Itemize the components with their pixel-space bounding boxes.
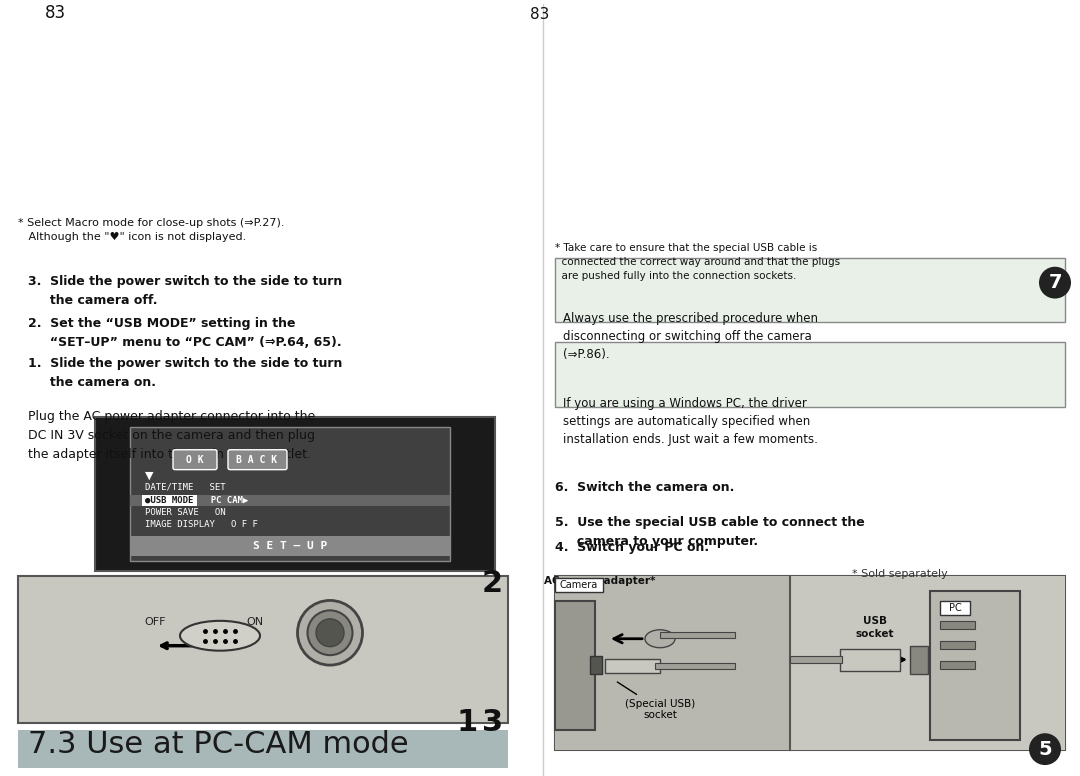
Text: * Sold separately: * Sold separately bbox=[852, 569, 948, 579]
Bar bbox=[930, 591, 1020, 740]
FancyBboxPatch shape bbox=[555, 258, 1065, 323]
Text: ON: ON bbox=[246, 617, 264, 627]
Bar bbox=[940, 641, 975, 649]
Bar bbox=[789, 656, 842, 663]
Bar bbox=[555, 578, 603, 592]
Bar bbox=[940, 621, 975, 629]
Text: 6.  Switch the camera on.: 6. Switch the camera on. bbox=[555, 480, 734, 494]
Text: 2: 2 bbox=[482, 569, 503, 598]
Bar bbox=[590, 656, 602, 674]
Text: 83: 83 bbox=[530, 7, 550, 22]
Text: 1: 1 bbox=[457, 708, 478, 737]
Circle shape bbox=[1039, 267, 1071, 299]
Text: 83: 83 bbox=[44, 4, 66, 22]
Text: IMAGE DISPLAY   O F F: IMAGE DISPLAY O F F bbox=[145, 520, 258, 529]
Bar bbox=[141, 494, 197, 507]
Bar bbox=[555, 601, 595, 730]
Text: PC CAM▶: PC CAM▶ bbox=[200, 496, 248, 505]
Bar bbox=[605, 659, 660, 673]
Text: DATE/TIME   SET: DATE/TIME SET bbox=[145, 482, 226, 491]
Text: ●USB MODE: ●USB MODE bbox=[145, 496, 193, 505]
Bar bbox=[18, 576, 508, 723]
Text: O K: O K bbox=[186, 455, 204, 465]
Text: 7.3 Use at PC-CAM mode: 7.3 Use at PC-CAM mode bbox=[28, 729, 408, 759]
Bar bbox=[910, 646, 928, 674]
Text: 5.  Use the special USB cable to connect the
     camera to your computer.: 5. Use the special USB cable to connect … bbox=[555, 516, 865, 549]
Ellipse shape bbox=[308, 611, 352, 655]
Bar bbox=[130, 494, 450, 507]
Text: 5: 5 bbox=[1038, 740, 1052, 759]
Text: ▼: ▼ bbox=[145, 470, 153, 480]
Ellipse shape bbox=[645, 630, 675, 648]
Text: * Take care to ensure that the special USB cable is
  connected the correct way : * Take care to ensure that the special U… bbox=[555, 243, 840, 281]
Bar bbox=[789, 576, 1065, 750]
Ellipse shape bbox=[180, 621, 260, 650]
Text: AC power adapter*: AC power adapter* bbox=[544, 576, 656, 586]
Text: USB
socket: USB socket bbox=[855, 616, 894, 639]
Text: Plug the AC power adapter connector into the
DC IN 3V socket on the camera and t: Plug the AC power adapter connector into… bbox=[28, 410, 315, 461]
Text: * Select Macro mode for close-up shots (⇒P.27).
   Although the "♥" icon is not : * Select Macro mode for close-up shots (… bbox=[18, 218, 284, 242]
Bar bbox=[654, 663, 735, 669]
FancyBboxPatch shape bbox=[173, 450, 217, 469]
Text: OFF: OFF bbox=[145, 617, 165, 627]
Text: (Special USB)
socket: (Special USB) socket bbox=[618, 682, 696, 720]
Bar bbox=[940, 601, 970, 615]
FancyBboxPatch shape bbox=[228, 450, 287, 469]
Text: Always use the prescribed procedure when
disconnecting or switching off the came: Always use the prescribed procedure when… bbox=[563, 313, 818, 362]
FancyBboxPatch shape bbox=[555, 342, 1065, 407]
Text: B A C K: B A C K bbox=[237, 455, 278, 465]
Text: PC: PC bbox=[948, 603, 961, 613]
Bar bbox=[555, 576, 789, 750]
Text: 2.  Set the “USB MODE” setting in the
     “SET–UP” menu to “PC CAM” (⇒P.64, 65): 2. Set the “USB MODE” setting in the “SE… bbox=[28, 317, 341, 349]
Text: If you are using a Windows PC, the driver
settings are automatically specified w: If you are using a Windows PC, the drive… bbox=[563, 397, 818, 446]
Text: 7: 7 bbox=[1049, 273, 1062, 292]
Text: S E T – U P: S E T – U P bbox=[253, 541, 327, 551]
Ellipse shape bbox=[297, 601, 363, 665]
Bar bbox=[840, 649, 900, 670]
Text: POWER SAVE   ON: POWER SAVE ON bbox=[145, 508, 226, 517]
Bar bbox=[130, 427, 450, 561]
Bar bbox=[95, 417, 495, 571]
Text: Camera: Camera bbox=[559, 580, 598, 590]
Text: 3: 3 bbox=[482, 708, 503, 737]
Text: 3.  Slide the power switch to the side to turn
     the camera off.: 3. Slide the power switch to the side to… bbox=[28, 275, 342, 307]
Bar bbox=[555, 576, 1065, 750]
Text: 1.  Slide the power switch to the side to turn
     the camera on.: 1. Slide the power switch to the side to… bbox=[28, 357, 342, 390]
FancyBboxPatch shape bbox=[18, 730, 508, 768]
Text: 4.  Switch your PC on.: 4. Switch your PC on. bbox=[555, 541, 710, 554]
Bar bbox=[940, 660, 975, 669]
Circle shape bbox=[1029, 733, 1061, 765]
Bar bbox=[660, 632, 735, 638]
Bar bbox=[130, 536, 450, 556]
Ellipse shape bbox=[316, 618, 345, 646]
